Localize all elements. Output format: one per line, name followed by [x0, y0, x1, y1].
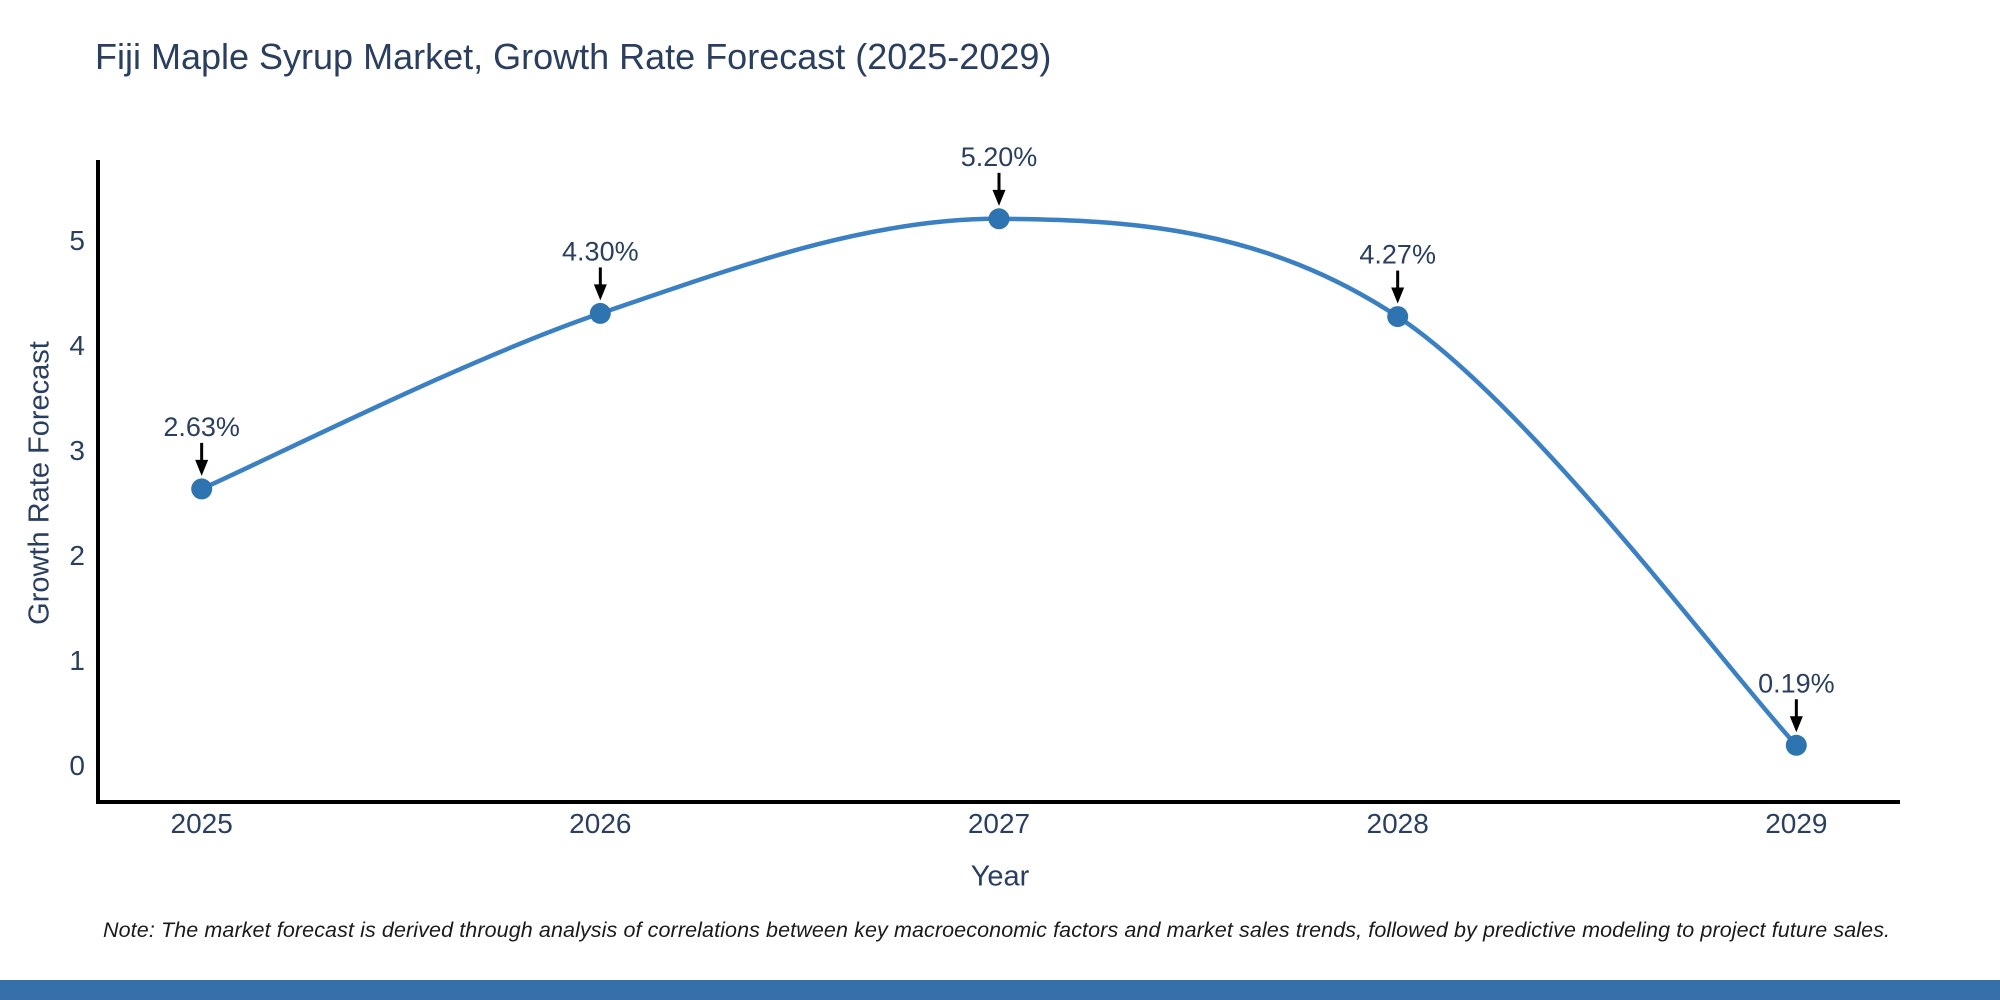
y-tick-label: 2	[69, 540, 85, 571]
bottom-accent-bar	[0, 980, 2000, 1000]
data-point-label: 4.30%	[562, 236, 639, 266]
x-tick-label: 2028	[1367, 808, 1429, 839]
data-point-marker	[988, 208, 1010, 230]
data-point-label: 2.63%	[163, 412, 240, 442]
x-tick-label: 2029	[1765, 808, 1827, 839]
y-axis-title: Growth Rate Forecast	[23, 341, 56, 625]
chart-title: Fiji Maple Syrup Market, Growth Rate For…	[95, 36, 1052, 77]
footnote: Note: The market forecast is derived thr…	[103, 918, 1891, 942]
data-point-label: 4.27%	[1359, 240, 1436, 270]
axis-lines	[96, 160, 1900, 804]
data-point-marker	[589, 302, 611, 324]
data-point-label: 0.19%	[1758, 668, 1835, 698]
annotation-arrowhead	[195, 459, 209, 476]
trend-line	[199, 216, 1799, 748]
y-tick-label: 5	[69, 225, 85, 256]
data-point-marker	[1387, 306, 1409, 328]
data-point-marker	[191, 478, 213, 500]
y-tick-label: 1	[69, 645, 85, 676]
x-tick-label: 2027	[968, 808, 1030, 839]
annotation-arrowhead	[1391, 287, 1405, 304]
y-tick-label: 4	[69, 330, 85, 361]
x-tick-label: 2025	[171, 808, 233, 839]
annotation-arrowhead	[992, 189, 1006, 206]
x-tick-label: 2026	[569, 808, 631, 839]
y-tick-label: 3	[69, 435, 85, 466]
x-axis-title: Year	[970, 860, 1030, 893]
data-point-marker	[1785, 734, 1807, 756]
annotation-arrowhead	[593, 284, 607, 301]
annotation-arrowhead	[1789, 716, 1803, 733]
y-tick-label: 0	[69, 750, 85, 781]
data-point-label: 5.20%	[961, 142, 1038, 172]
